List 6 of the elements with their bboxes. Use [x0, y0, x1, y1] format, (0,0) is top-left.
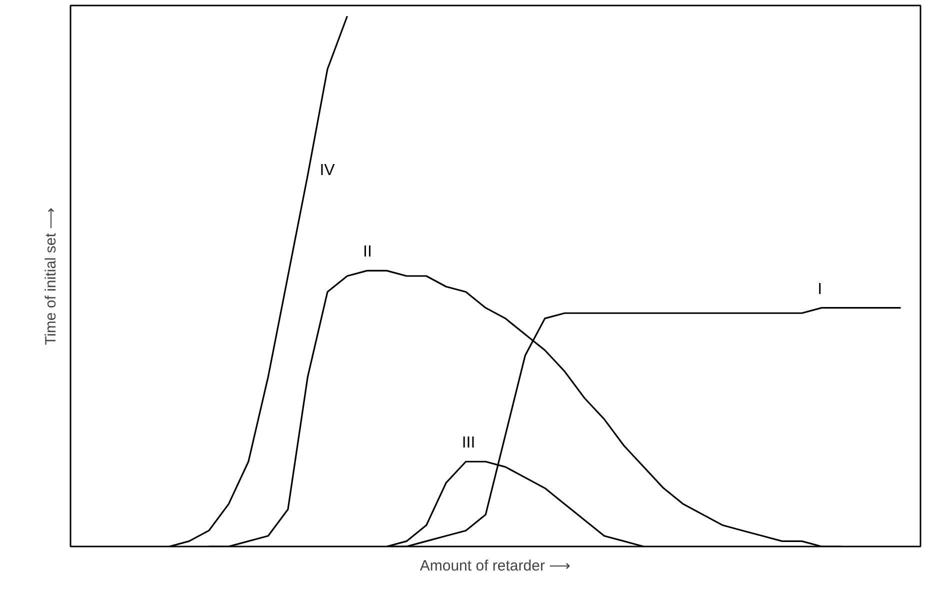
- y-axis-title: Time of initial set ⟶: [42, 206, 60, 346]
- series-label: IV: [320, 162, 336, 180]
- series-label: I: [818, 280, 822, 298]
- series-label: III: [462, 434, 476, 452]
- x-axis-title: Amount of retarder ⟶: [420, 558, 572, 574]
- series-label: II: [363, 244, 372, 261]
